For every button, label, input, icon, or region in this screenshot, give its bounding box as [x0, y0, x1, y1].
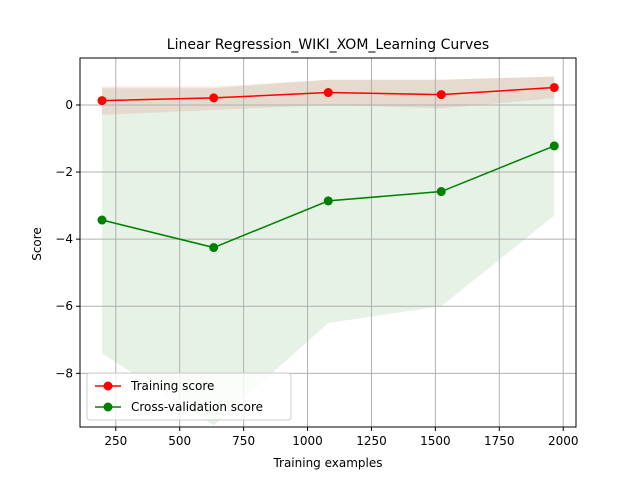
legend-label-2: Cross-validation score — [131, 400, 263, 414]
series-1-point-1 — [97, 96, 107, 106]
plot-area: 250 500 750 1000 1250 1500 1750 2000 0 −2 −4 −6 −8 — [55, 57, 578, 448]
legend-box — [86, 372, 292, 421]
series-1-point-4 — [436, 90, 446, 100]
x-tick-label-4: 1250 — [356, 434, 387, 448]
y-tick-label-0: 0 — [65, 98, 73, 112]
x-tick-label-6: 1750 — [484, 434, 515, 448]
series-2-point-5 — [549, 141, 559, 151]
legend-marker-1 — [103, 381, 113, 391]
y-tick-label-4: −8 — [55, 366, 73, 380]
x-tick-label-1: 500 — [168, 434, 191, 448]
legend-marker-2 — [103, 402, 113, 412]
chart-title: Linear Regression_WIKI_XOM_Learning Curv… — [167, 37, 489, 53]
y-tick-label-3: −6 — [55, 299, 73, 313]
series-lines — [97, 83, 559, 253]
x-axis-label: Training examples — [272, 456, 382, 470]
series-2-point-2 — [209, 243, 219, 253]
series-2-point-1 — [97, 215, 107, 225]
axes-background — [80, 58, 576, 427]
x-tick-label-5: 1500 — [420, 434, 451, 448]
series-1-point-3 — [323, 88, 333, 98]
series-2-point-4 — [436, 187, 446, 197]
y-axis-label: Score — [30, 227, 44, 261]
series-1-point-2 — [209, 93, 219, 103]
x-tick-label-7: 2000 — [548, 434, 579, 448]
x-axis-ticks: 250 500 750 1000 1250 1500 1750 2000 — [104, 427, 578, 448]
band-series-2 — [101, 76, 555, 426]
axes-frame — [79, 57, 577, 428]
series-2-point-3 — [323, 196, 333, 206]
legend: Training score Cross-validation score — [86, 372, 292, 421]
x-tick-label-0: 250 — [104, 434, 127, 448]
y-axis-ticks: 0 −2 −4 −6 −8 — [55, 98, 80, 380]
x-tick-label-2: 750 — [232, 434, 255, 448]
y-tick-label-1: −2 — [55, 165, 73, 179]
legend-label-1: Training score — [130, 379, 214, 393]
series-1-point-5 — [549, 83, 559, 93]
x-tick-label-3: 1000 — [292, 434, 323, 448]
y-tick-label-2: −4 — [55, 232, 73, 246]
grid — [80, 58, 576, 427]
